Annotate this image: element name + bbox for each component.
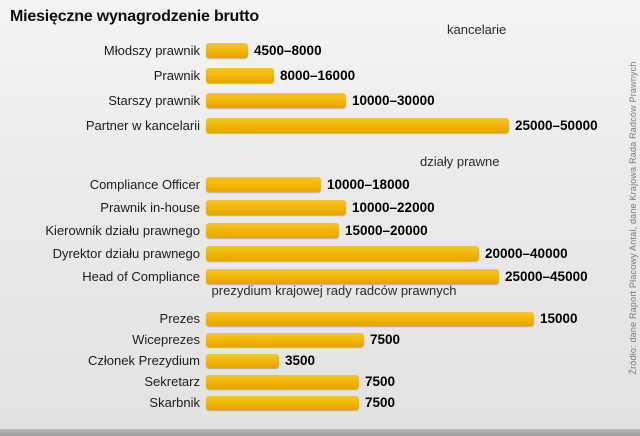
row-label: Prawnik (153, 68, 200, 83)
row-value: 10000–30000 (352, 93, 435, 108)
value-bar (206, 199, 346, 215)
group-header-kancelarie: kancelarie (447, 22, 507, 37)
value-bar (206, 245, 479, 261)
chart-row: Prawnik 8000–16000 (0, 67, 640, 84)
group-header-dzialy-prawne: działy prawne (420, 154, 500, 169)
chart-row: Prawnik in-house 10000–22000 (0, 199, 640, 215)
row-label: Dyrektor działu prawnego (52, 245, 200, 261)
chart-row: Kierownik działu prawnego 15000–20000 (0, 222, 640, 238)
value-bar (206, 332, 364, 347)
value-bar (206, 395, 359, 410)
row-label: Head of Compliance (82, 268, 200, 284)
source-note: Źródło: dane Raport Płacowy Antal, dane … (628, 61, 638, 375)
group-kancelarie: Młodszy prawnik 4500–8000 Prawnik 8000–1600… (0, 42, 640, 142)
chart-row: Prezes 15000 (0, 311, 640, 326)
row-value: 25000–45000 (505, 268, 588, 284)
chart-row: Sekretarz 7500 (0, 374, 640, 389)
row-label: Wiceprezes (132, 332, 200, 347)
row-label: Prezes (159, 311, 200, 326)
chart-row: Wiceprezes 7500 (0, 332, 640, 347)
row-value: 8000–16000 (280, 68, 356, 83)
row-value: 10000–18000 (327, 176, 410, 192)
row-label: Partner w kancelarii (85, 118, 200, 133)
row-value: 7500 (365, 374, 396, 389)
row-label: Skarbnik (149, 395, 200, 410)
chart-row: Skarbnik 7500 (0, 395, 640, 410)
chart-row: Członek Prezydium 3500 (0, 353, 640, 368)
row-label: Starszy prawnik (108, 93, 200, 108)
row-label: Kierownik działu prawnego (45, 222, 200, 238)
bottom-border-strip (0, 429, 640, 436)
chart-row: Młodszy prawnik 4500–8000 (0, 42, 640, 59)
chart-title: Miesięczne wynagrodzenie brutto (10, 8, 259, 25)
group-header-prezydium: prezydium krajowej rady radców prawnych (211, 283, 457, 298)
row-value: 25000–50000 (515, 118, 598, 133)
row-label: Członek Prezydium (88, 353, 200, 368)
row-value: 3500 (285, 353, 316, 368)
group-prezydium: Prezes 15000 Wiceprezes 7500 Członek Prezydi… (0, 311, 640, 416)
value-bar (206, 222, 339, 238)
value-bar (206, 68, 274, 83)
value-bar (206, 311, 534, 326)
value-bar (206, 93, 346, 108)
value-bar (206, 176, 321, 192)
row-value: 7500 (370, 332, 401, 347)
value-bar (206, 353, 279, 368)
chart-row: Compliance Officer 10000–18000 (0, 176, 640, 192)
row-label: Compliance Officer (89, 176, 200, 192)
chart-row: Dyrektor działu prawnego 20000–40000 (0, 245, 640, 261)
row-label: Prawnik in-house (100, 199, 200, 215)
value-bar (206, 374, 359, 389)
value-bar (206, 118, 509, 133)
chart-row: Partner w kancelarii 25000–50000 (0, 117, 640, 134)
value-bar (206, 268, 499, 284)
row-value: 7500 (365, 395, 396, 410)
value-bar (206, 43, 248, 58)
row-value: 10000–22000 (352, 199, 435, 215)
row-value: 15000–20000 (345, 222, 428, 238)
group-dzialy-prawne: Compliance Officer 10000–18000 Prawnik in-… (0, 176, 640, 291)
row-value: 15000 (540, 311, 578, 326)
chart-row: Starszy prawnik 10000–30000 (0, 92, 640, 109)
row-label: Sekretarz (144, 374, 200, 389)
row-value: 20000–40000 (485, 245, 568, 261)
row-label: Młodszy prawnik (103, 43, 200, 58)
chart-row: Head of Compliance 25000–45000 (0, 268, 640, 284)
row-value: 4500–8000 (254, 43, 322, 58)
